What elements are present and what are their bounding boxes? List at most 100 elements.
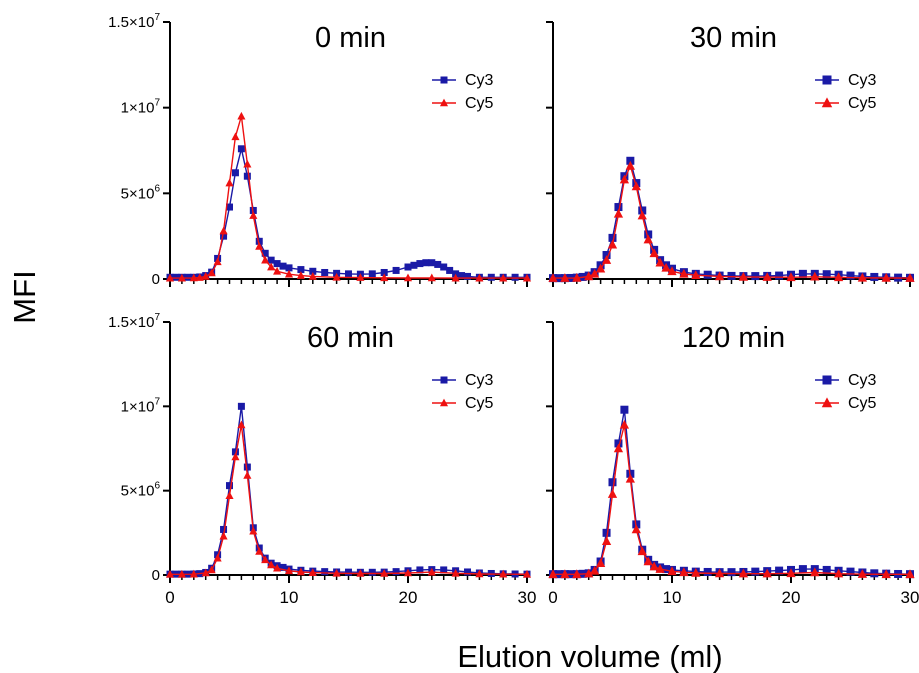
data-point-cy3 <box>458 272 466 280</box>
data-point-cy5 <box>189 569 198 578</box>
data-point-cy5 <box>637 546 647 556</box>
data-point-cy5 <box>219 531 228 540</box>
data-point-cy3 <box>602 528 611 537</box>
data-point-cy3 <box>237 145 245 153</box>
y-tick-label: 0 <box>152 271 160 288</box>
data-point-cy3 <box>184 273 192 281</box>
legend-marker-cy3 <box>822 75 832 85</box>
data-point-cy5 <box>613 208 624 218</box>
data-point-cy5 <box>403 273 413 282</box>
data-point-cy5 <box>595 263 606 273</box>
data-point-cy3 <box>751 567 760 576</box>
data-point-cy5 <box>637 210 647 220</box>
y-axis-label: MFI <box>7 270 42 323</box>
data-point-cy5 <box>267 262 276 271</box>
data-point-cy3 <box>644 230 653 239</box>
data-point-cy3 <box>608 478 617 487</box>
data-point-cy3 <box>870 272 879 281</box>
data-point-cy5 <box>607 489 618 498</box>
data-point-cy5 <box>857 569 868 578</box>
data-point-cy3 <box>602 251 611 260</box>
data-point-cy5 <box>284 269 294 278</box>
data-point-cy5 <box>195 273 204 281</box>
data-point-cy3 <box>608 233 617 242</box>
data-point-cy3 <box>416 566 424 574</box>
series-line-cy5 <box>170 424 528 575</box>
data-point-cy5 <box>738 568 749 578</box>
data-point-cy5 <box>427 567 436 576</box>
data-point-cy3 <box>231 169 239 177</box>
data-point-cy5 <box>403 568 413 577</box>
legend-marker-cy5 <box>821 97 833 108</box>
data-point-cy3 <box>267 256 275 264</box>
y-tick-label: 5×106 <box>121 183 161 202</box>
legend-marker-cy5 <box>821 397 833 408</box>
data-point-cy5 <box>810 271 820 281</box>
panel-title: 0 min <box>315 22 386 54</box>
data-point-cy3 <box>345 568 352 576</box>
data-point-cy3 <box>822 270 831 279</box>
data-point-cy5 <box>810 567 820 577</box>
data-point-cy5 <box>261 555 270 564</box>
x-tick-label: 30 <box>901 588 919 607</box>
data-point-cy5 <box>584 568 594 578</box>
data-point-cy5 <box>237 111 246 120</box>
data-point-cy5 <box>225 178 234 187</box>
data-point-cy3 <box>703 270 712 279</box>
panel-bottom-left: 0 5×106 1×107 1.5×107 0 10 20 30 60 min Cy3 Cy5 <box>108 312 536 607</box>
data-point-cy3 <box>798 269 807 278</box>
data-point-cy5 <box>649 561 659 571</box>
data-point-cy5 <box>548 273 558 282</box>
y-tick-label: 1.5×107 <box>108 312 160 331</box>
data-point-cy3 <box>614 203 623 212</box>
data-point-cy3 <box>434 260 442 268</box>
legend-label-cy3: Cy3 <box>465 72 494 89</box>
x-tick-label: 20 <box>782 588 801 607</box>
data-point-cy3 <box>410 261 418 269</box>
data-point-cy3 <box>511 273 519 281</box>
y-tick-label: 5×106 <box>121 481 161 500</box>
data-point-cy5 <box>522 273 532 282</box>
data-point-cy5 <box>738 271 749 281</box>
data-point-cy5 <box>213 553 222 562</box>
data-point-cy5 <box>165 273 175 282</box>
data-point-cy3 <box>220 525 228 533</box>
data-point-cy5 <box>332 272 341 281</box>
data-point-cy5 <box>607 239 618 249</box>
data-point-cy3 <box>870 569 879 578</box>
data-point-cy3 <box>727 271 736 280</box>
data-point-cy5 <box>273 266 282 275</box>
data-point-cy5 <box>201 568 210 577</box>
data-point-cy3 <box>279 563 287 571</box>
data-point-cy5 <box>380 273 389 282</box>
data-point-cy5 <box>243 471 252 479</box>
data-point-cy5 <box>643 234 653 244</box>
data-point-cy5 <box>881 569 891 579</box>
data-point-cy3 <box>727 568 736 577</box>
data-point-cy5 <box>231 452 240 461</box>
x-tick-label: 20 <box>399 588 418 607</box>
data-point-cy5 <box>905 569 915 579</box>
data-point-cy3 <box>620 405 629 414</box>
data-point-cy5 <box>165 569 175 578</box>
data-point-cy3 <box>404 263 412 271</box>
data-point-cy5 <box>833 568 844 578</box>
data-point-cy3 <box>220 232 228 240</box>
data-point-cy3 <box>662 565 671 574</box>
data-point-cy3 <box>775 566 784 575</box>
y-tick-label: 1×107 <box>121 396 161 415</box>
data-point-cy5 <box>667 266 677 276</box>
legend-marker-cy3 <box>440 76 448 84</box>
data-point-cy3 <box>626 156 635 165</box>
data-point-cy3 <box>297 266 305 274</box>
data-point-cy5 <box>201 272 210 280</box>
data-point-cy5 <box>655 257 665 267</box>
data-point-cy3 <box>261 249 269 257</box>
data-point-cy3 <box>416 260 424 268</box>
data-point-cy5 <box>356 569 365 577</box>
data-point-cy3 <box>392 568 400 576</box>
legend-label-cy5: Cy5 <box>848 395 877 412</box>
data-point-cy5 <box>613 443 624 453</box>
x-tick-label: 0 <box>165 588 174 607</box>
data-point-cy5 <box>595 558 606 567</box>
